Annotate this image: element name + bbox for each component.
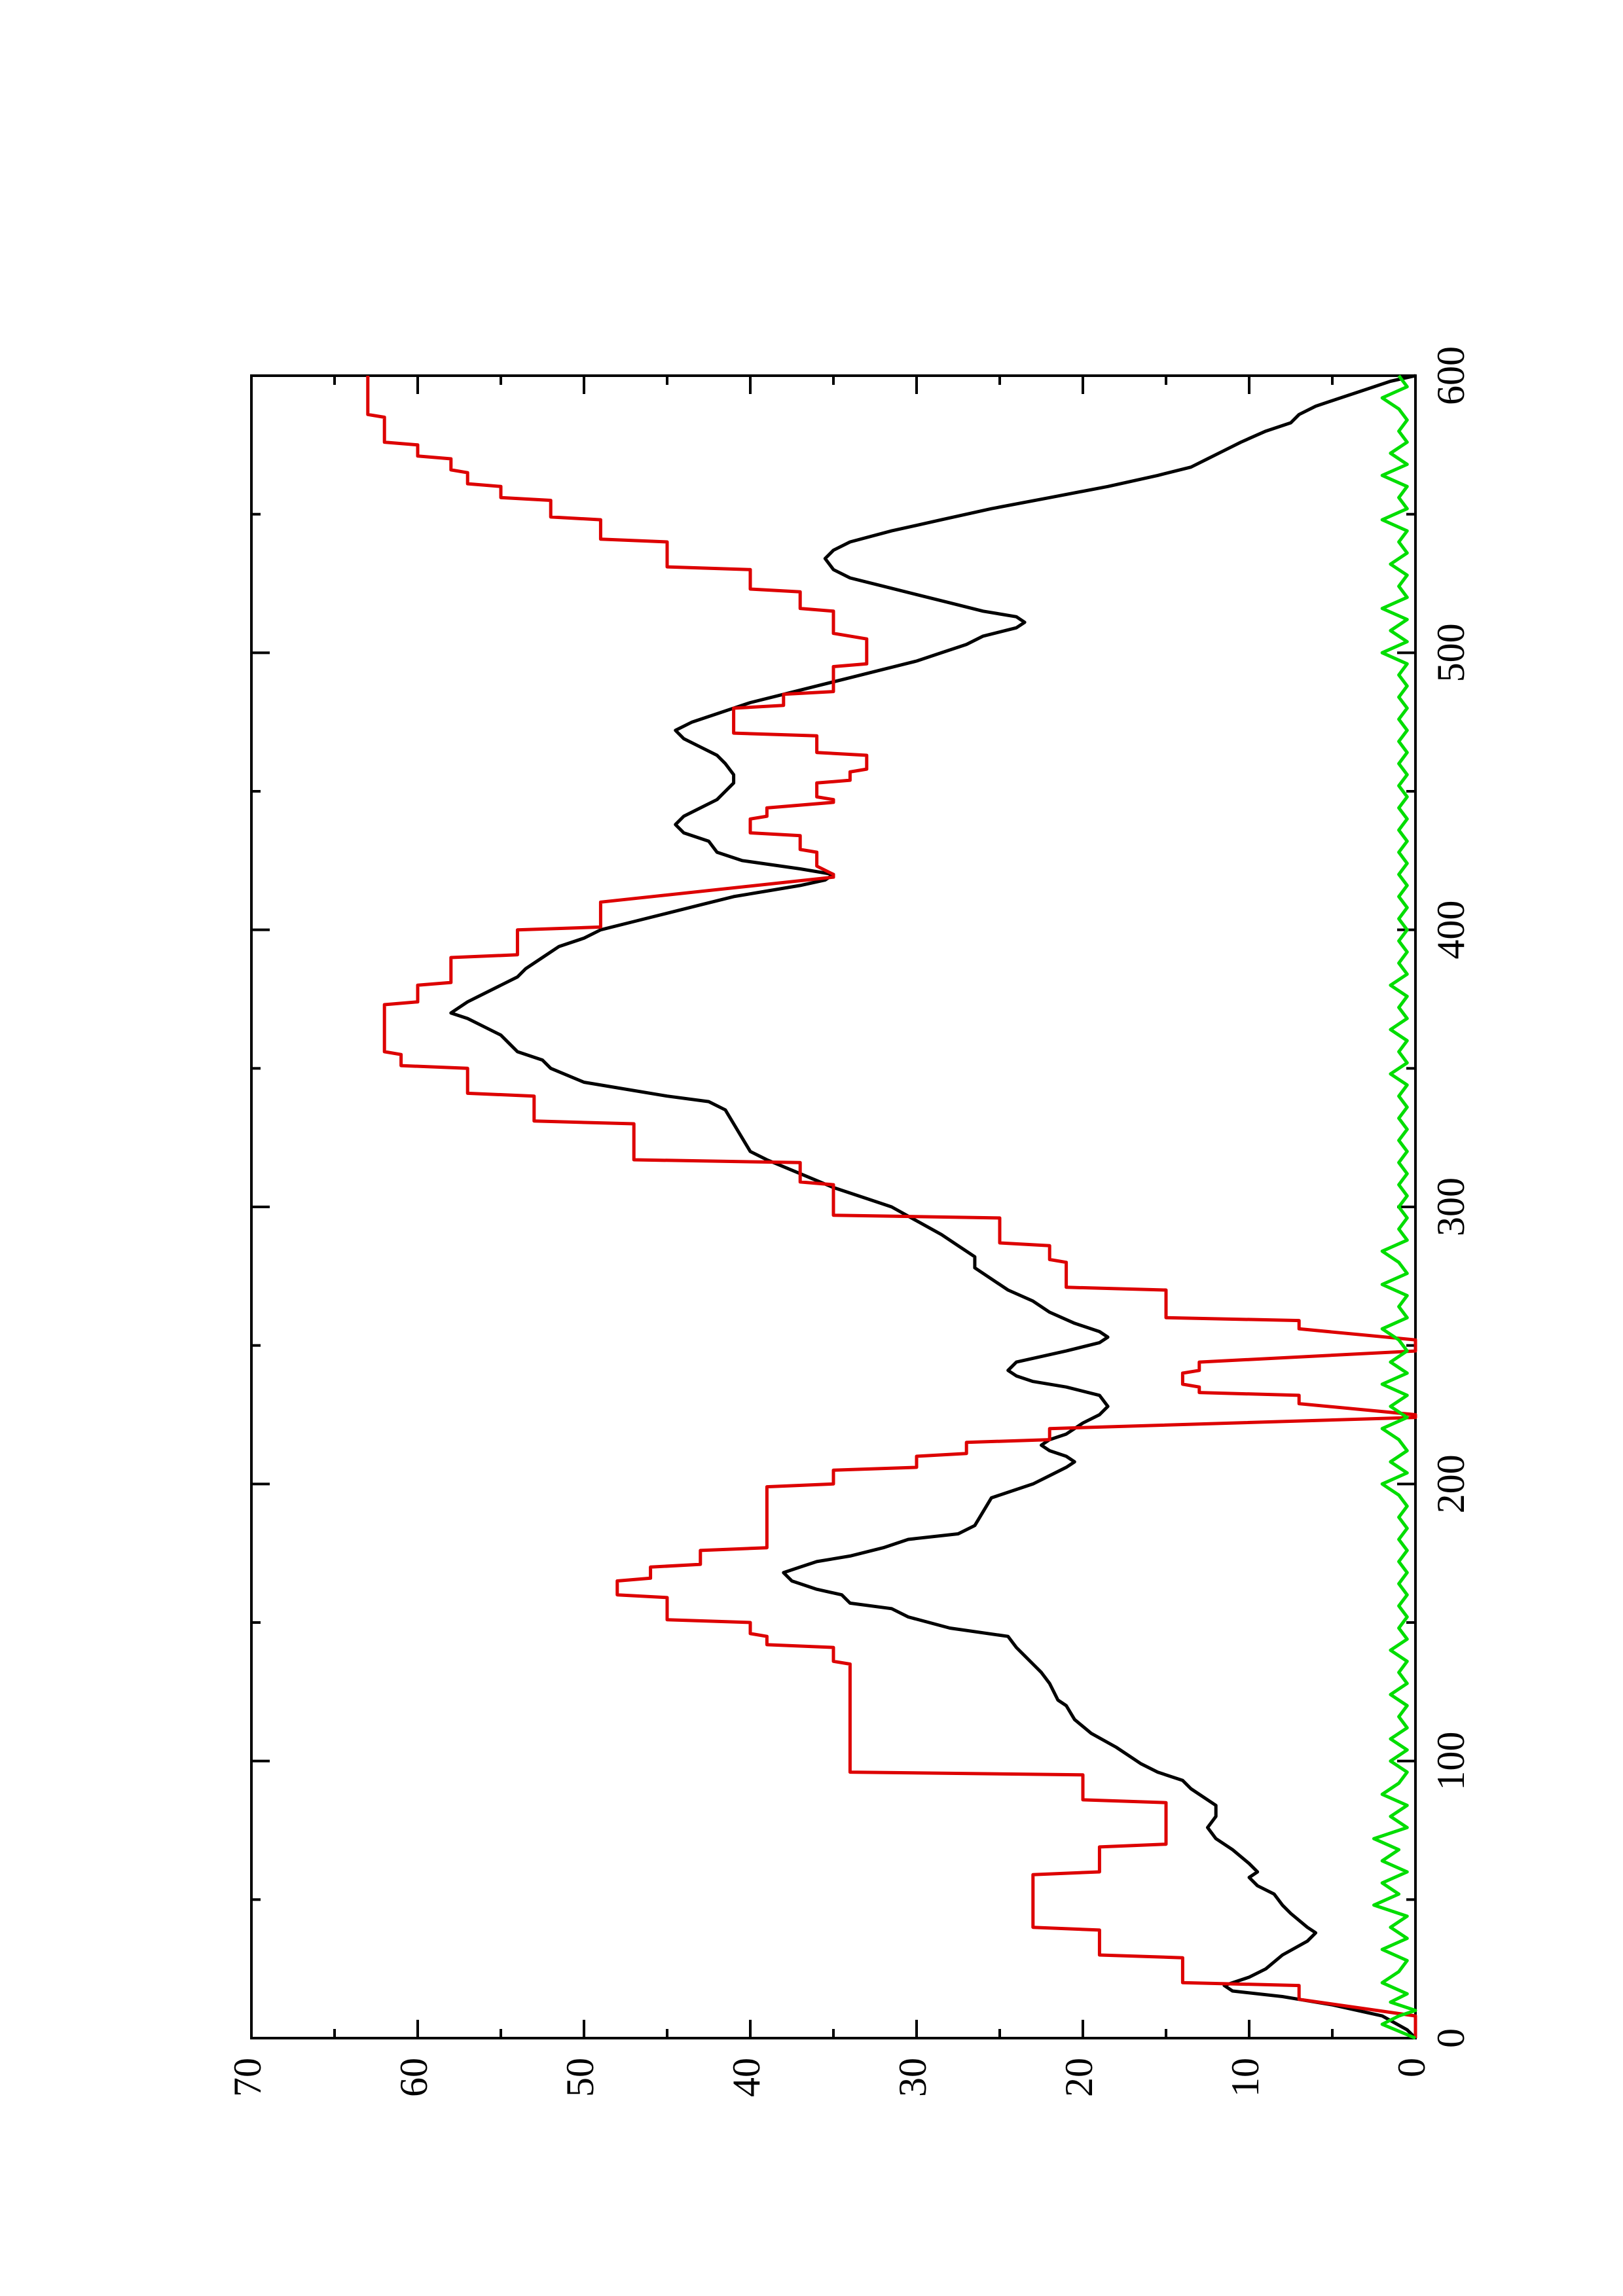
x-tick-label: 500 [1429,623,1472,682]
y-tick-label: 10 [1224,2058,1267,2097]
series-line-green [1372,374,1417,2040]
x-tick-labels: 0 100 200 300 400 500 600 [1429,346,1472,2048]
x-tick-label: 0 [1429,2028,1472,2048]
x-tick-label: 300 [1429,1177,1472,1236]
y-tick-label: 20 [1057,2058,1101,2097]
y-tick-label: 40 [725,2058,768,2097]
series-line-red [366,376,1417,2038]
series-layer [366,374,1417,2040]
y-tick-label: 0 [1390,2058,1433,2077]
x-tick-label: 200 [1429,1454,1472,1513]
y-tick-label: 30 [891,2058,934,2097]
y-tick-label: 70 [226,2058,269,2097]
x-tick-label: 100 [1429,1732,1472,1791]
y-tick-label: 50 [558,2058,602,2097]
y-tick-labels: 0 10 20 30 40 50 60 70 [226,2058,1433,2097]
series-line-black [449,374,1417,2039]
x-tick-label: 400 [1429,901,1472,960]
y-tick-label: 60 [392,2058,435,2097]
x-tick-label: 600 [1429,346,1472,405]
